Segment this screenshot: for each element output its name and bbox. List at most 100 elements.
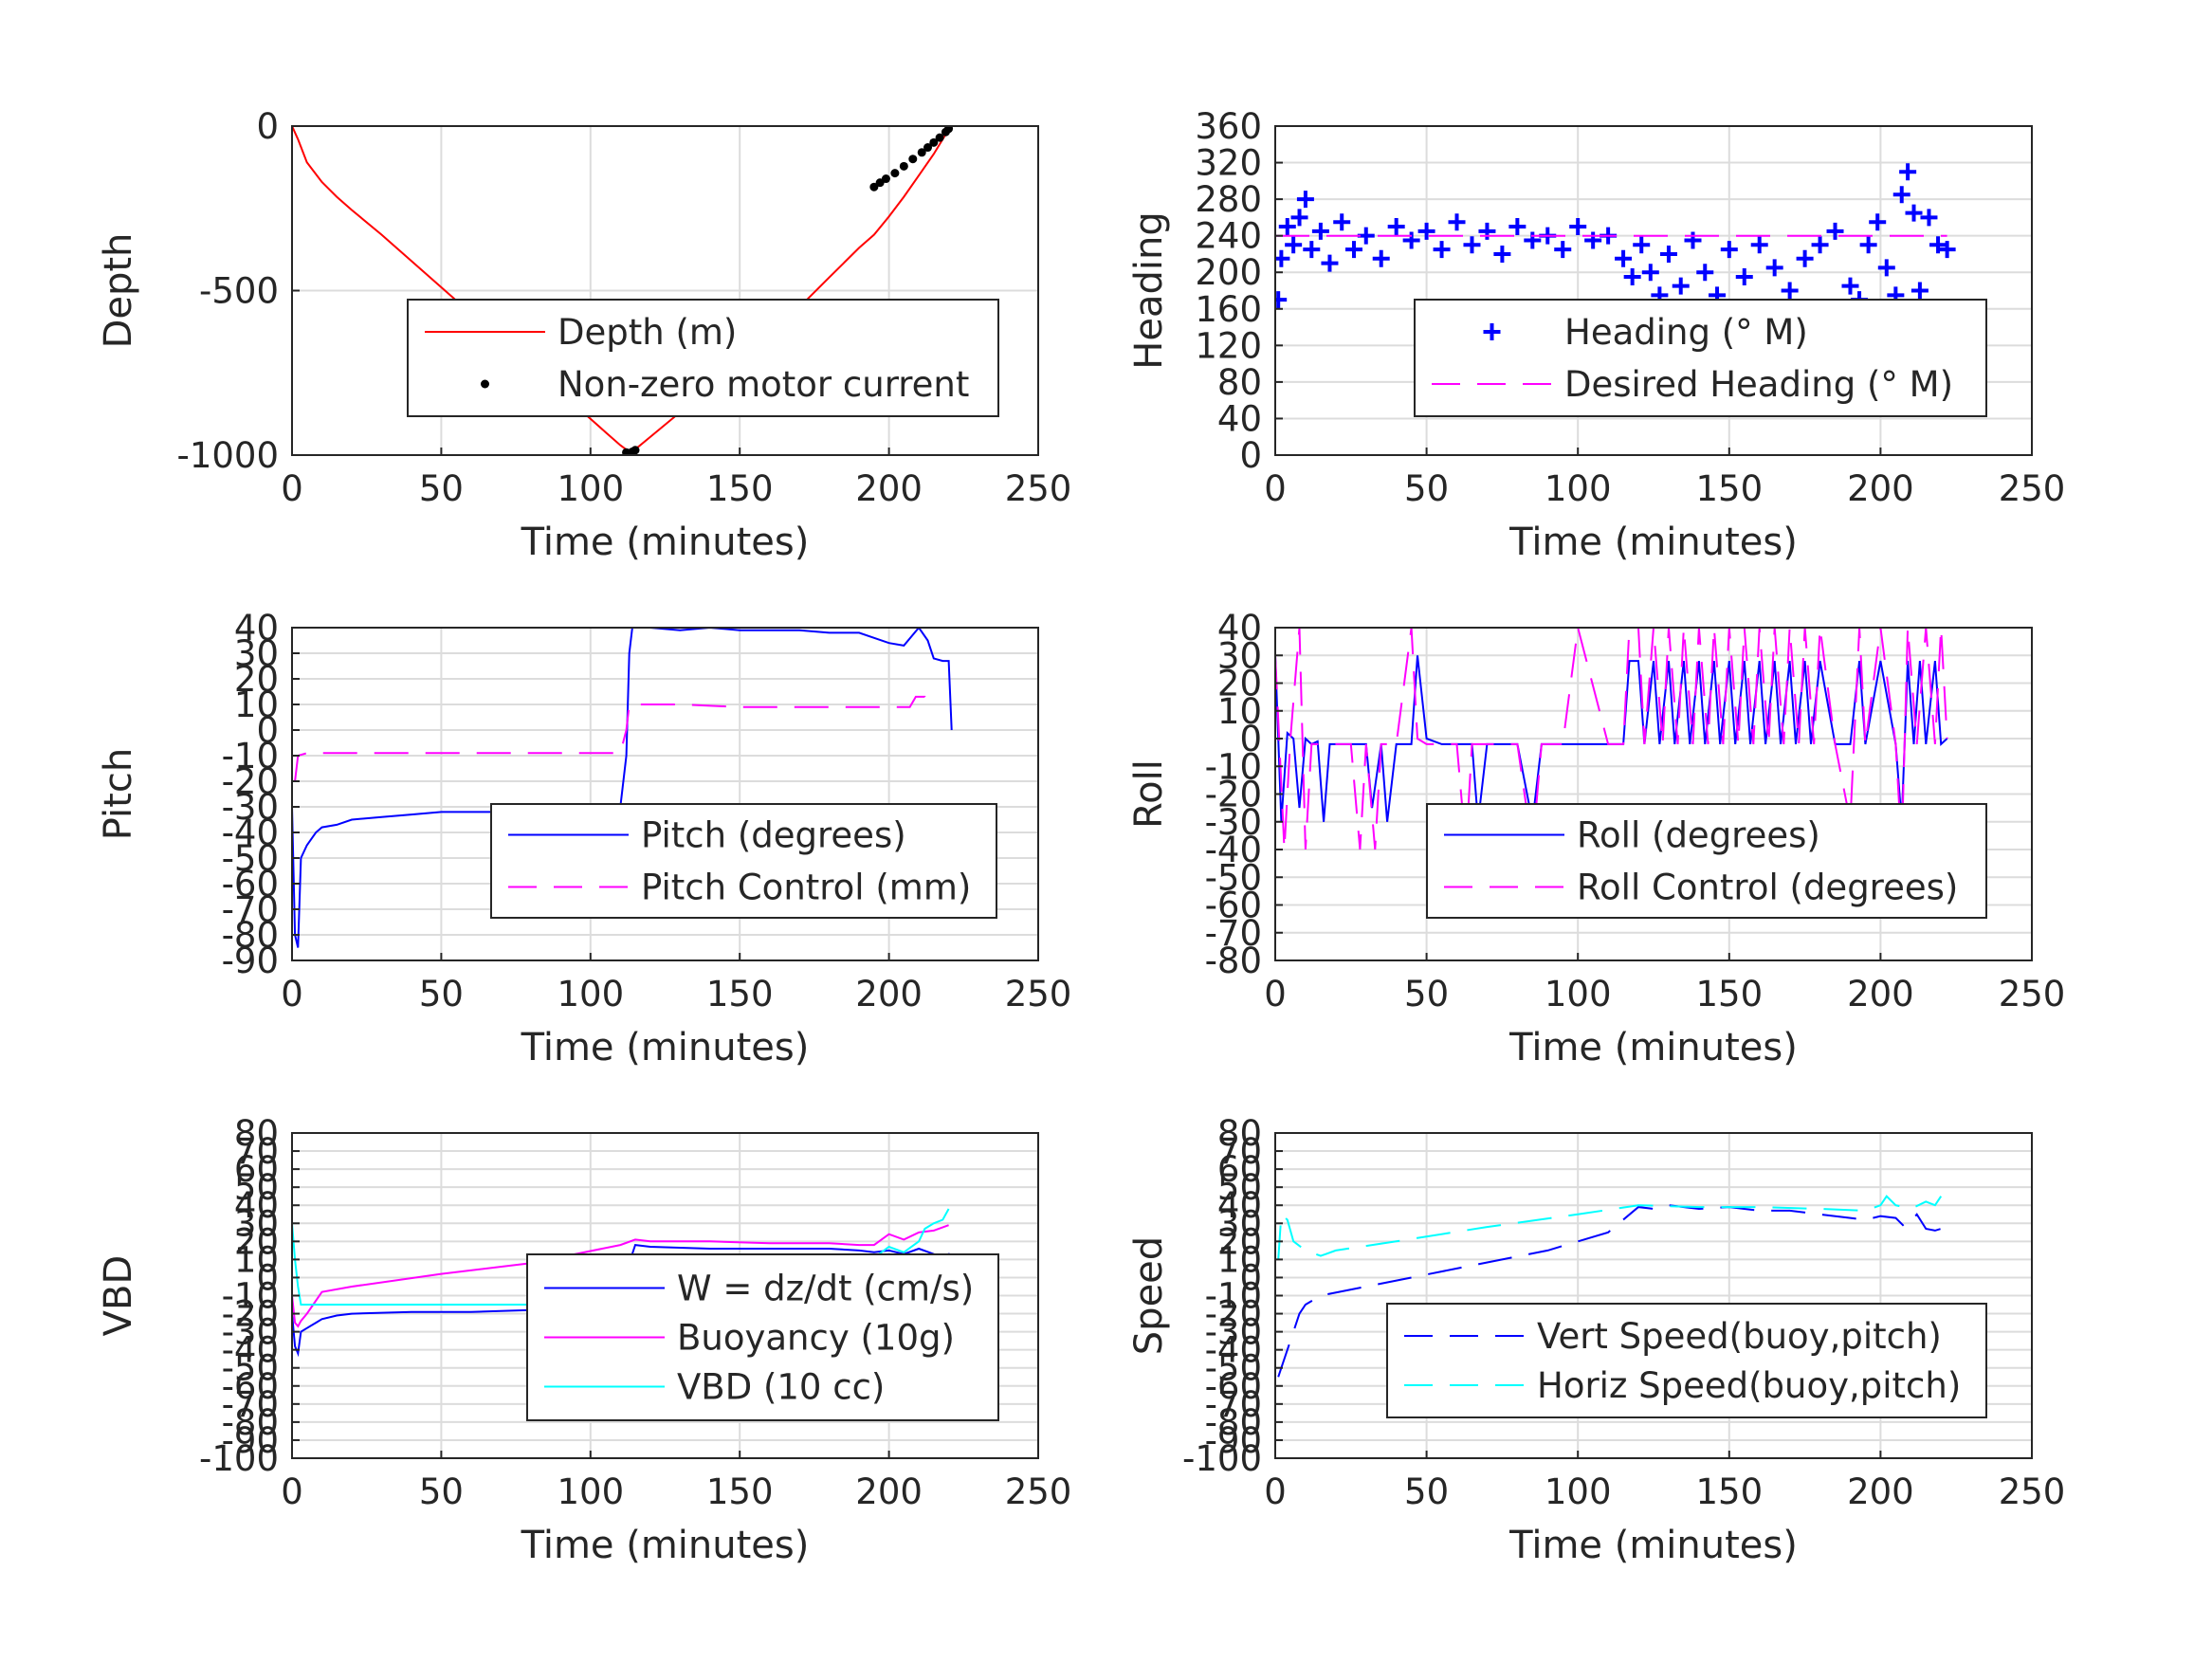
axes-box bbox=[1274, 125, 2033, 456]
series-non-zero-motor-current-point bbox=[631, 446, 640, 455]
y-tick-label: 50 bbox=[1217, 1167, 1262, 1208]
series-heading-m-point bbox=[1892, 186, 1910, 204]
legend-entry-2-label: Buoyancy (10g) bbox=[677, 1318, 955, 1359]
series-heading-m-point bbox=[1841, 277, 1859, 295]
x-tick-label: 100 bbox=[557, 1471, 624, 1512]
x-tick-label: 200 bbox=[855, 1471, 923, 1512]
series-heading-m-point bbox=[1811, 236, 1829, 254]
x-tick-label: 250 bbox=[1005, 1471, 1072, 1512]
x-tick-label: 50 bbox=[419, 1471, 464, 1512]
series-heading-m-point bbox=[1303, 241, 1321, 259]
x-tick-label: 50 bbox=[419, 974, 464, 1014]
y-tick-label: 10 bbox=[234, 685, 279, 725]
legend-entry-1-label: Depth (m) bbox=[558, 312, 737, 353]
series-heading-m-point bbox=[1344, 241, 1362, 259]
y-tick-label: 40 bbox=[234, 1185, 279, 1226]
y-tick-label: -20 bbox=[222, 761, 279, 802]
y-tick-label: 10 bbox=[1217, 691, 1262, 732]
series-heading-m-point bbox=[1290, 209, 1308, 227]
axes-box bbox=[291, 627, 1039, 961]
series-heading-m-point bbox=[1696, 264, 1714, 282]
y-tick-label: 280 bbox=[1195, 179, 1262, 220]
series-roll-control-degrees-line bbox=[1275, 628, 1948, 850]
y-tick-label: -30 bbox=[1205, 802, 1262, 843]
y-tick-label: 40 bbox=[234, 608, 279, 649]
series-non-zero-motor-current-point bbox=[881, 174, 890, 184]
legend-box bbox=[1426, 803, 1987, 919]
y-tick-label: 40 bbox=[1217, 398, 1262, 439]
y-axis-title: Heading bbox=[1127, 211, 1171, 369]
chart-panel-speed: 0 50 100 150 200 250-100-90-80-70-60-50-40-30… bbox=[1127, 1113, 2065, 1567]
y-tick-label: -70 bbox=[1205, 1384, 1262, 1425]
series-heading-m-point bbox=[1938, 241, 1956, 259]
y-tick-label: 60 bbox=[234, 1149, 279, 1190]
y-tick-label: 240 bbox=[1195, 216, 1262, 257]
series-heading-m-point bbox=[1735, 268, 1753, 286]
y-tick-label: 200 bbox=[1195, 252, 1262, 293]
series-heading-m-point bbox=[1402, 231, 1420, 249]
legend-entry-2-label: Horiz Speed(buoy,pitch) bbox=[1537, 1365, 1961, 1406]
series-non-zero-motor-current-point bbox=[869, 182, 879, 192]
x-tick-label: 50 bbox=[1404, 468, 1449, 509]
legend-box bbox=[1414, 299, 1987, 417]
y-axis-title: Speed bbox=[1127, 1236, 1171, 1355]
legend: Heading (° M) Desired Heading (° M) bbox=[1414, 299, 1987, 417]
x-tick-label: 50 bbox=[419, 468, 464, 509]
legend: Roll (degrees) Roll Control (degrees) bbox=[1426, 803, 1987, 919]
series-non-zero-motor-current-point bbox=[944, 126, 954, 134]
series-heading-m-point bbox=[1623, 268, 1641, 286]
x-tick-label: 200 bbox=[1847, 974, 1914, 1014]
legend-entry-2-marker bbox=[481, 379, 489, 389]
y-tick-label: 80 bbox=[1217, 1113, 1262, 1154]
series-heading-m-point bbox=[1321, 254, 1339, 272]
y-tick-label: -60 bbox=[1205, 886, 1262, 926]
y-tick-label: 20 bbox=[1217, 664, 1262, 704]
x-tick-label: 100 bbox=[557, 974, 624, 1014]
y-tick-label: 20 bbox=[234, 1221, 279, 1262]
x-tick-label: 0 bbox=[1264, 974, 1287, 1014]
series-heading-m-point bbox=[1433, 241, 1451, 259]
x-tick-label: 250 bbox=[1005, 468, 1072, 509]
y-tick-label: -30 bbox=[222, 787, 279, 828]
x-axis-title: Time (minutes) bbox=[521, 1026, 810, 1069]
series-non-zero-motor-current-point bbox=[890, 169, 900, 178]
y-tick-label: 20 bbox=[234, 659, 279, 700]
x-tick-label: 0 bbox=[281, 974, 303, 1014]
y-tick-label: -70 bbox=[222, 1384, 279, 1425]
series-non-zero-motor-current-point bbox=[923, 143, 933, 153]
chart-panel-heading: 0 50 100 150 200 2500408012016020024028032036… bbox=[1127, 106, 2065, 564]
series-heading-m-point bbox=[1905, 204, 1923, 222]
y-tick-label: -60 bbox=[1205, 1366, 1262, 1407]
y-tick-label: -10 bbox=[1205, 1276, 1262, 1317]
y-tick-label: -80 bbox=[1205, 941, 1262, 981]
y-tick-label: -80 bbox=[222, 915, 279, 956]
series-heading-m-point bbox=[1920, 209, 1938, 227]
series-vert-speed-buoy-pitch-line bbox=[1277, 1204, 1942, 1378]
y-tick-label: -40 bbox=[222, 813, 279, 853]
y-tick-label: -50 bbox=[1205, 857, 1262, 898]
x-tick-label: 100 bbox=[1545, 974, 1612, 1014]
legend-entry-2-label: Desired Heading (° M) bbox=[1564, 364, 1953, 405]
y-tick-label: 10 bbox=[1217, 1239, 1262, 1280]
y-tick-label: 70 bbox=[1217, 1131, 1262, 1172]
series-heading-m-point bbox=[1633, 236, 1651, 254]
series-heading-m-point bbox=[1877, 259, 1895, 277]
x-tick-label: 250 bbox=[1005, 974, 1072, 1014]
y-tick-label: 0 bbox=[256, 1257, 279, 1298]
legend-entry-1-label: Vert Speed(buoy,pitch) bbox=[1537, 1316, 1942, 1357]
chart-panel-depth: 0 50 100 150 200 250 -1000 -500 0 Time (minutes) D… bbox=[97, 106, 1071, 564]
y-tick-label: -10 bbox=[222, 736, 279, 777]
y-tick-label: 160 bbox=[1195, 289, 1262, 330]
series-heading-m-point bbox=[1275, 291, 1288, 309]
x-axis-title: Time (minutes) bbox=[521, 521, 810, 564]
series-pitch-control-mm-line bbox=[294, 695, 929, 782]
x-tick-label: 100 bbox=[557, 468, 624, 509]
legend: Vert Speed(buoy,pitch) Horiz Speed(buoy,p… bbox=[1386, 1303, 1987, 1418]
series-heading-m-point bbox=[1910, 282, 1929, 300]
series-layer bbox=[1277, 1195, 1943, 1378]
y-tick-label: -50 bbox=[222, 838, 279, 879]
series-heading-m-point bbox=[1826, 222, 1844, 240]
y-tick-label: 70 bbox=[234, 1131, 279, 1172]
